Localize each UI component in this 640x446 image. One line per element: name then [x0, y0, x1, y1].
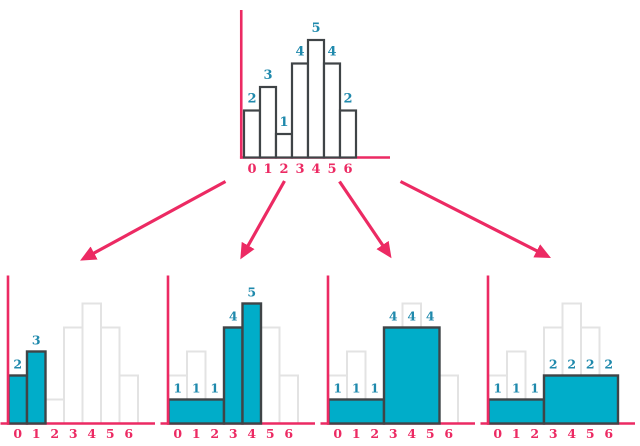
merged-bar-value-label: 2 — [604, 357, 613, 372]
x-tick-label: 0 — [247, 162, 256, 177]
x-tick-label: 4 — [87, 426, 96, 441]
x-tick-label: 3 — [549, 426, 558, 441]
merged-bar-0 — [167, 398, 226, 425]
merged-bar-0 — [7, 374, 29, 425]
merged-bar-2 — [241, 302, 263, 425]
background-bar-bin-5 — [260, 326, 281, 425]
x-tick-label: 6 — [124, 426, 133, 441]
x-tick-label: 2 — [530, 426, 539, 441]
x-tick-label: 2 — [370, 426, 379, 441]
bar-bin-0 — [242, 109, 262, 159]
x-tick-label: 6 — [284, 426, 293, 441]
merged-bar-value-label: 4 — [389, 309, 398, 324]
x-tick-label: 2 — [279, 162, 288, 177]
x-tick-label: 3 — [229, 426, 238, 441]
histogram-variant-3: 1 1 14 4 40 1 2 3 4 5 6 — [320, 275, 475, 441]
x-tick-label: 3 — [389, 426, 398, 441]
arrow-to-variant-1 — [80, 180, 227, 261]
bar-value-label: 3 — [263, 68, 272, 83]
bar-bin-1 — [258, 85, 278, 159]
arrow-to-variant-4 — [399, 180, 551, 259]
merged-bar-value-label: 3 — [32, 333, 41, 348]
merged-bar-0 — [487, 398, 546, 425]
arrow-to-variant-2 — [240, 180, 286, 260]
merged-bar-1 — [542, 374, 620, 425]
merged-bar-value-label: 4 — [426, 309, 435, 324]
histogram-variant-1: 230 1 2 3 4 5 6 — [0, 275, 155, 441]
bar-value-label: 5 — [311, 21, 320, 36]
background-bar-bin-3 — [63, 326, 84, 425]
x-tick-label: 1 — [263, 162, 272, 177]
background-bar-bin-6 — [278, 374, 299, 425]
merged-bar-value-label: 1 — [352, 381, 361, 396]
merged-bar-1 — [25, 350, 47, 425]
x-tick-label: 0 — [333, 426, 342, 441]
x-tick-label: 5 — [266, 426, 275, 441]
x-tick-label: 0 — [493, 426, 502, 441]
x-tick-label: 1 — [512, 426, 521, 441]
x-tick-label: 4 — [407, 426, 416, 441]
bar-value-label: 1 — [279, 115, 288, 130]
x-tick-label: 0 — [13, 426, 22, 441]
x-tick-label: 4 — [311, 162, 320, 177]
background-bar-bin-6 — [118, 374, 139, 425]
arrow-to-variant-3 — [338, 180, 392, 259]
x-tick-label: 3 — [295, 162, 304, 177]
bar-bin-2 — [274, 132, 294, 159]
merged-bar-1 — [382, 326, 441, 425]
bar-bin-3 — [290, 62, 310, 159]
merged-bar-value-label: 2 — [549, 357, 558, 372]
x-tick-label: 4 — [567, 426, 576, 441]
x-tick-label: 0 — [173, 426, 182, 441]
merged-bar-value-label: 2 — [13, 357, 22, 372]
x-tick-label: 2 — [210, 426, 219, 441]
x-tick-label: 4 — [247, 426, 256, 441]
merged-bar-value-label: 1 — [512, 381, 521, 396]
merged-bar-value-label: 1 — [173, 381, 182, 396]
merged-bar-value-label: 1 — [530, 381, 539, 396]
merged-bar-value-label: 1 — [493, 381, 502, 396]
bar-bin-4 — [306, 38, 326, 159]
merged-bar-value-label: 2 — [567, 357, 576, 372]
x-tick-label: 1 — [192, 426, 201, 441]
x-tick-label: 5 — [426, 426, 435, 441]
bar-value-label: 4 — [295, 45, 304, 60]
bar-value-label: 2 — [343, 92, 352, 107]
merged-bar-value-label: 1 — [192, 381, 201, 396]
merged-bar-0 — [327, 398, 386, 425]
merged-bar-value-label: 1 — [370, 381, 379, 396]
merged-bar-value-label: 4 — [229, 309, 238, 324]
x-tick-label: 5 — [106, 426, 115, 441]
merged-bar-value-label: 1 — [333, 381, 342, 396]
background-bar-bin-5 — [100, 326, 121, 425]
x-tick-label: 5 — [586, 426, 595, 441]
x-tick-label: 6 — [444, 426, 453, 441]
x-tick-label: 5 — [327, 162, 336, 177]
merged-bar-1 — [222, 326, 244, 425]
x-tick-label: 6 — [343, 162, 352, 177]
background-bar-bin-2 — [44, 398, 65, 425]
histogram-variant-4: 1 1 12 2 2 20 1 2 3 4 5 6 — [480, 275, 635, 441]
x-tick-label: 1 — [32, 426, 41, 441]
background-bar-bin-4 — [81, 302, 102, 425]
x-tick-label: 3 — [69, 426, 78, 441]
merged-bar-value-label: 5 — [247, 285, 256, 300]
bar-bin-5 — [322, 62, 342, 159]
bar-value-label: 4 — [327, 45, 336, 60]
bar-bin-6 — [338, 109, 358, 159]
merged-bar-value-label: 2 — [586, 357, 595, 372]
bar-value-label: 2 — [247, 92, 256, 107]
background-bar-bin-6 — [438, 374, 459, 425]
x-tick-label: 6 — [604, 426, 613, 441]
merged-bar-value-label: 4 — [407, 309, 416, 324]
merged-bar-value-label: 1 — [210, 381, 219, 396]
x-tick-label: 1 — [352, 426, 361, 441]
x-tick-label: 2 — [50, 426, 59, 441]
